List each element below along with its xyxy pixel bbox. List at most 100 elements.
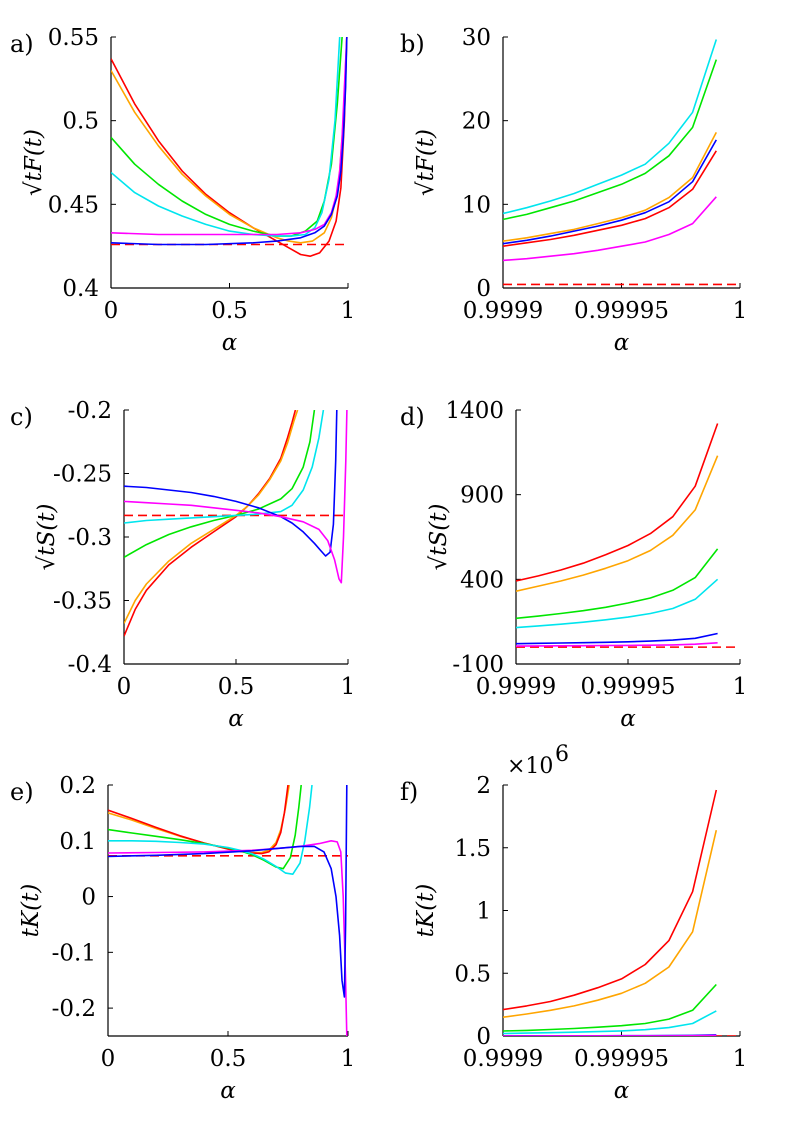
x-tick-label: 0.99995 bbox=[580, 674, 675, 700]
series-line-red bbox=[124, 410, 297, 637]
y-tick-label: 0.5 bbox=[62, 109, 99, 135]
y-multiplier-exponent: 6 bbox=[555, 742, 569, 767]
x-tick-label: 0.9999 bbox=[463, 298, 543, 324]
x-tick-label: 0.9999 bbox=[476, 674, 556, 700]
series-line-cyan bbox=[516, 578, 719, 629]
x-tick-label: 0 bbox=[104, 298, 119, 324]
y-axis-label: √tF(t) bbox=[413, 129, 439, 196]
series-line-green bbox=[503, 983, 717, 1032]
y-tick-label: 30 bbox=[462, 25, 491, 51]
series-group bbox=[503, 39, 740, 286]
y-axis-label: tK(t) bbox=[18, 884, 44, 938]
y-tick-label: 2 bbox=[476, 773, 491, 799]
series-group bbox=[503, 789, 740, 1036]
y-tick-label: 0.5 bbox=[454, 961, 491, 987]
panel-a: 0 0.5 1 0.4 0.45 0.5 0.55 a) α √tF(t) bbox=[10, 25, 355, 356]
y-multiplier: ×10 bbox=[507, 754, 553, 779]
y-tick-label: 1400 bbox=[445, 398, 504, 424]
panel-label: c) bbox=[10, 403, 33, 431]
y-tick-label: -100 bbox=[452, 652, 504, 678]
panel-d: 0.9999 0.99995 1 -100 400 900 1400 d) α √tS(t) bbox=[400, 398, 747, 732]
y-axis-label: √tS(t) bbox=[34, 504, 60, 571]
x-axis-label: α bbox=[614, 1078, 630, 1104]
y-tick-label: 1.5 bbox=[454, 836, 491, 862]
panel-label: a) bbox=[10, 30, 34, 58]
y-tick-label: 400 bbox=[460, 567, 504, 593]
panel-label: b) bbox=[400, 30, 425, 58]
series-line-magenta bbox=[124, 410, 348, 584]
y-tick-label: -0.4 bbox=[68, 652, 112, 678]
series-line-green bbox=[516, 548, 719, 620]
x-tick-label: 0.5 bbox=[210, 1046, 247, 1072]
y-axis-label: √tS(t) bbox=[426, 504, 452, 571]
x-tick-label: 1 bbox=[341, 1046, 356, 1072]
x-tick-label: 1 bbox=[733, 298, 748, 324]
y-tick-label: 1 bbox=[476, 899, 491, 925]
series-line-orange bbox=[516, 455, 719, 592]
y-tick-label: 0.4 bbox=[62, 276, 99, 302]
series-line-blue bbox=[516, 632, 718, 645]
x-axis-label: α bbox=[614, 330, 630, 356]
series-line-blue bbox=[503, 139, 717, 245]
y-tick-label: 20 bbox=[462, 109, 491, 135]
series-line-magenta bbox=[108, 839, 348, 1036]
y-tick-label: -0.2 bbox=[52, 996, 96, 1022]
x-tick-label: 0.5 bbox=[211, 298, 248, 324]
y-tick-label: -0.2 bbox=[68, 398, 112, 424]
y-tick-label: 0.55 bbox=[48, 25, 99, 51]
series-line-red bbox=[503, 789, 718, 1011]
series-group bbox=[111, 37, 348, 258]
y-tick-label: 0 bbox=[476, 276, 491, 302]
series-group bbox=[124, 410, 348, 637]
y-tick-label: -0.1 bbox=[52, 940, 96, 966]
y-tick-label: -0.3 bbox=[68, 525, 112, 551]
x-axis-label: α bbox=[220, 1078, 236, 1104]
series-line-cyan bbox=[503, 1010, 717, 1035]
series-line-green bbox=[108, 785, 302, 870]
series-line-red bbox=[111, 37, 348, 258]
x-tick-label: 0.9999 bbox=[463, 1046, 543, 1072]
x-tick-label: 0 bbox=[117, 674, 132, 700]
y-axis-label: √tF(t) bbox=[21, 129, 47, 196]
series-line-red bbox=[516, 423, 719, 582]
panel-e: 0 0.5 1 -0.2 -0.1 0 0.1 0.2 e) α tK(t) bbox=[10, 773, 355, 1104]
series-line-cyan bbox=[111, 37, 341, 237]
panel-label: f) bbox=[400, 778, 418, 806]
series-line-green bbox=[503, 59, 718, 221]
y-tick-label: -0.35 bbox=[53, 589, 112, 615]
x-tick-label: 1 bbox=[733, 674, 748, 700]
y-tick-label: 0.2 bbox=[59, 773, 96, 799]
series-group bbox=[108, 785, 348, 1036]
series-line-blue bbox=[111, 37, 348, 246]
y-tick-label: 0 bbox=[476, 1024, 491, 1050]
x-axis-label: α bbox=[620, 706, 636, 732]
series-line-orange bbox=[503, 830, 718, 1018]
panel-label: e) bbox=[10, 778, 34, 806]
x-tick-label: 1 bbox=[341, 298, 356, 324]
panel-c: 0 0.5 1 -0.4 -0.35 -0.3 -0.25 -0.2 c) α √tS(t) bbox=[10, 398, 355, 732]
x-tick-label: 1 bbox=[733, 1046, 748, 1072]
x-tick-label: 0.5 bbox=[218, 674, 255, 700]
y-tick-label: 0.45 bbox=[48, 192, 99, 218]
panel-label: d) bbox=[400, 403, 425, 431]
series-line-red bbox=[503, 150, 717, 247]
y-tick-label: -0.25 bbox=[53, 462, 112, 488]
y-tick-label: 900 bbox=[460, 483, 504, 509]
series-line-cyan bbox=[124, 410, 325, 524]
x-tick-label: 0.99995 bbox=[574, 1046, 669, 1072]
x-axis-label: α bbox=[228, 706, 244, 732]
series-line-magenta bbox=[111, 37, 348, 236]
series-line-blue bbox=[108, 785, 348, 998]
series-line-magenta bbox=[503, 196, 717, 262]
series-line-green bbox=[111, 37, 343, 237]
series-line-orange bbox=[503, 132, 718, 242]
panel-f: 0.9999 0.99995 1 0 0.5 1 1.5 2 f) α tK(t) ×10 6 bbox=[400, 742, 747, 1104]
series-line-green bbox=[124, 410, 316, 558]
series-line-blue bbox=[124, 410, 338, 557]
y-axis-label: tK(t) bbox=[413, 884, 439, 938]
y-tick-label: 0 bbox=[81, 885, 96, 911]
y-tick-label: 0.1 bbox=[59, 829, 96, 855]
series-line-cyan bbox=[108, 785, 313, 876]
